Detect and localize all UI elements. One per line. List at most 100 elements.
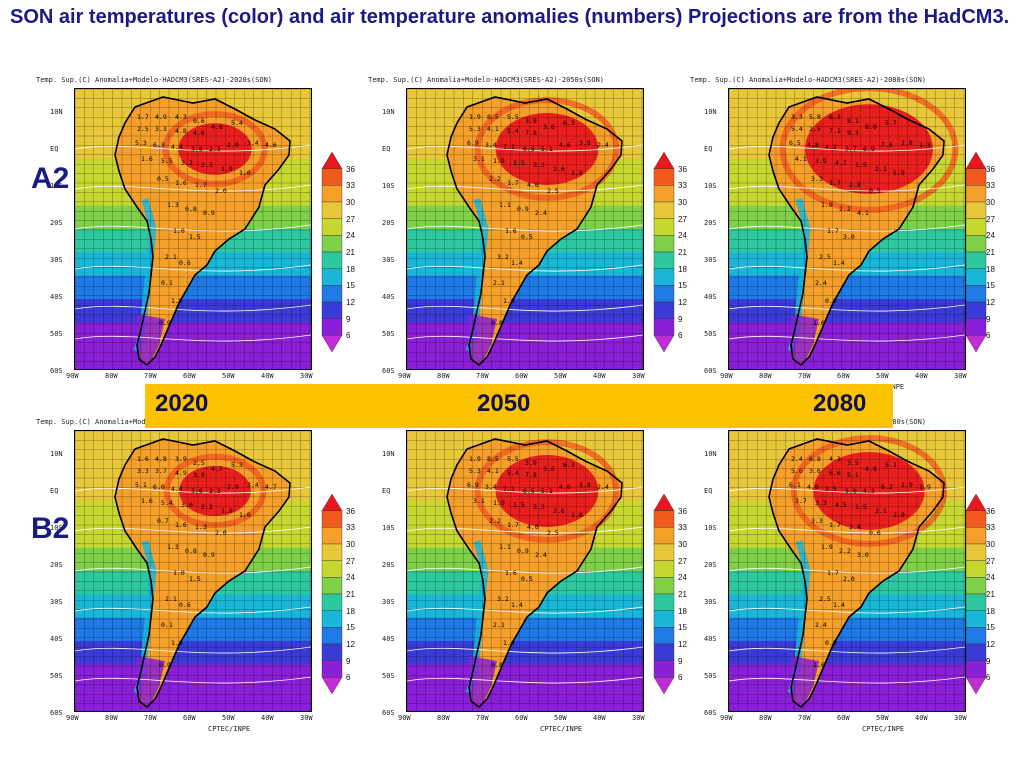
isotherm-contour [407,526,643,534]
anomaly-value: 2.8 [849,181,861,189]
year-2050: 2050 [477,390,531,417]
colorbar-segment [965,285,987,303]
anomaly-value: 0.8 [185,205,197,213]
isotherm-contour [75,676,311,684]
anomaly-value: 4.6 [193,129,205,137]
anomaly-value: 3.9 [175,455,187,463]
anomaly-value: 3.9 [815,157,827,165]
colorbar-segment [965,660,987,678]
anomaly-value: 4.8 [155,455,167,463]
anomaly-value: 3.4 [247,481,259,489]
anomaly-value: 2.3 [201,161,213,169]
latitude-label: 40S [704,635,717,643]
anomaly-value: 0.6 [179,601,191,609]
anomaly-value: 3.0 [857,551,869,559]
anomaly-value: 8.5 [487,455,499,463]
anomaly-value: 1.6 [175,179,187,187]
anomaly-value: 5.1 [135,481,147,489]
continent-outline [768,438,945,709]
anomaly-value: 2.0 [843,575,855,583]
continent-outline [446,438,623,709]
ocean-temperature-band [75,641,311,666]
ocean-temperature-band [407,299,643,324]
anomaly-value: 5.3 [135,139,147,147]
latitude-label: 60S [704,367,717,375]
isotherm-contour [407,184,643,192]
latitude-label: 10N [382,450,395,458]
colorbar-segment [321,235,343,253]
anomaly-value: 5.4 [791,125,803,133]
colorbar-label: 24 [346,231,355,241]
colorbar-label: 15 [678,281,687,291]
colorbar-label: 21 [346,248,355,257]
colorbar-segment [321,151,343,169]
colorbar-label: 27 [678,214,687,224]
colorbar-label: 18 [678,606,687,616]
latitude-label: 20S [50,219,63,227]
ocean-temperature-band [75,345,311,369]
anomaly-value: 2.4 [849,523,861,531]
latitude-label: 10S [382,524,395,532]
colorbar-segment [321,301,343,319]
anomaly-value: 3.6 [809,467,821,475]
anomaly-value: 4.6 [527,181,539,189]
isotherm-contour [729,224,965,232]
ocean-temperature-band [75,664,311,689]
latitude-label: EQ [382,487,391,495]
colorbar-label: 30 [986,198,995,207]
longitude-label: 50W [876,714,889,722]
longitude-label: 40W [593,372,606,380]
colorbar [962,484,1002,704]
latitude-label: 60S [50,709,63,717]
anomaly-value: 1.6 [171,639,183,647]
colorbar-segment [653,493,675,511]
colorbar-segment [321,493,343,511]
colorbar-segment [321,543,343,561]
anomaly-value: 5.5 [507,455,519,463]
colorbar-segment [965,560,987,578]
longitude-label: 60W [837,372,850,380]
anomaly-value: 0.9 [825,297,837,305]
latitude-label: 10S [704,182,717,190]
colorbar-segment [965,168,987,186]
colorbar-segment [653,643,675,661]
colorbar-segment [321,677,343,695]
year-2020: 2020 [155,390,209,417]
latitude-label: 40S [704,293,717,301]
colorbar-segment [321,201,343,219]
colorbar-segment [965,627,987,645]
anomaly-value: 2.9 [227,141,239,149]
colorbar-label: 9 [986,314,991,324]
warm-ring-region [779,89,959,213]
anomaly-value: 3.3 [137,467,149,475]
anomaly-value: 6.8 [809,455,821,463]
anomaly-value: 6.9 [467,139,479,147]
ocean-temperature-band [729,299,965,324]
anomaly-value: 2.0 [215,529,227,537]
longitude-label: 60W [837,714,850,722]
colorbar-segment [653,168,675,186]
colorbar-segment [321,268,343,286]
colorbar-label: 24 [986,231,995,241]
colorbar-label: 27 [986,214,995,224]
ocean-temperature-band [407,345,643,369]
anomaly-value: 1.9 [493,157,505,165]
anomaly-value: 4.1 [487,467,499,475]
isotherm-contour [75,606,311,614]
colorbar [962,142,1002,362]
anomaly-value: 2.2 [489,517,501,525]
anomaly-value: 4.8 [175,127,187,135]
latitude-label: 60S [382,709,395,717]
latitude-label: 10N [50,450,63,458]
colorbar-segment [653,301,675,319]
anomaly-value: 3.3 [155,125,167,133]
isotherm-contour [729,334,965,342]
anomaly-value: 3.1 [473,155,485,163]
colorbar [650,142,690,362]
longitude-label: 30W [300,714,313,722]
colorbar-label: 15 [986,623,995,633]
anomaly-value: 7.1 [829,127,841,135]
latitude-label: 20S [382,561,395,569]
longitude-label: 80W [759,372,772,380]
anomaly-value: 8.1 [847,117,859,125]
